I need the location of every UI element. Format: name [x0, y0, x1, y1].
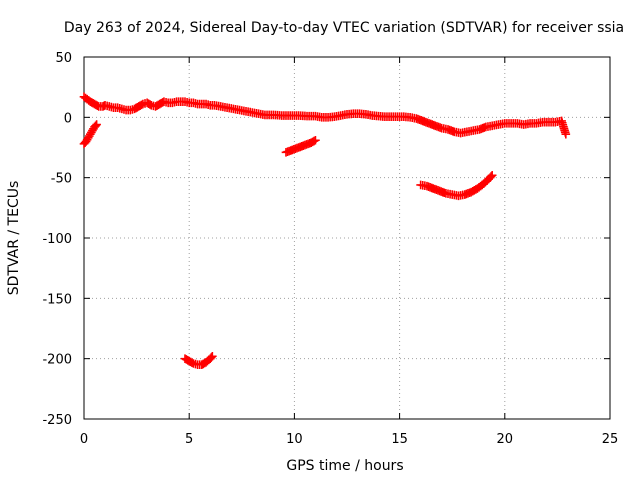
y-axis-ticks: 50 0 -50 -100 -150 -200 -250 [42, 51, 610, 428]
data-point [92, 120, 101, 129]
x-tick-label: 25 [602, 432, 619, 447]
x-tick-label: 5 [185, 432, 193, 447]
y-tick-label: -200 [42, 353, 72, 368]
data-point [208, 351, 217, 361]
y-axis-label: SDTVAR / TECUs [6, 181, 22, 296]
y-tick-label: -100 [42, 232, 72, 247]
data-point [486, 172, 496, 181]
series-main-track [79, 92, 571, 139]
data-point [145, 100, 155, 109]
y-tick-label: -250 [42, 413, 72, 428]
series-branch-17h [416, 170, 497, 201]
y-tick-label: -150 [42, 292, 72, 307]
x-tick-label: 20 [497, 432, 514, 447]
x-tick-label: 15 [391, 432, 408, 447]
x-tick-label: 0 [80, 432, 88, 447]
data-point [311, 135, 320, 145]
data-points [79, 92, 571, 369]
data-point [206, 353, 216, 362]
data-point [487, 170, 497, 180]
y-tick-label: 50 [55, 51, 72, 66]
y-tick-label: 0 [64, 111, 72, 126]
data-point [561, 129, 571, 139]
y-tick-label: -50 [51, 172, 72, 187]
series-branch-10h [281, 135, 320, 157]
series-early-branch [79, 120, 101, 149]
data-point [187, 358, 197, 367]
x-axis-ticks: 0 5 10 15 20 25 [80, 57, 618, 447]
chart-title: Day 263 of 2024, Sidereal Day-to-day VTE… [64, 20, 624, 36]
x-axis-label: GPS time / hours [286, 458, 403, 474]
series-dip-5h [180, 351, 217, 369]
x-tick-label: 10 [286, 432, 303, 447]
data-point [309, 136, 319, 146]
data-point [91, 121, 100, 131]
data-point [137, 100, 146, 110]
plot-frame [83, 56, 611, 420]
data-point [93, 101, 102, 110]
